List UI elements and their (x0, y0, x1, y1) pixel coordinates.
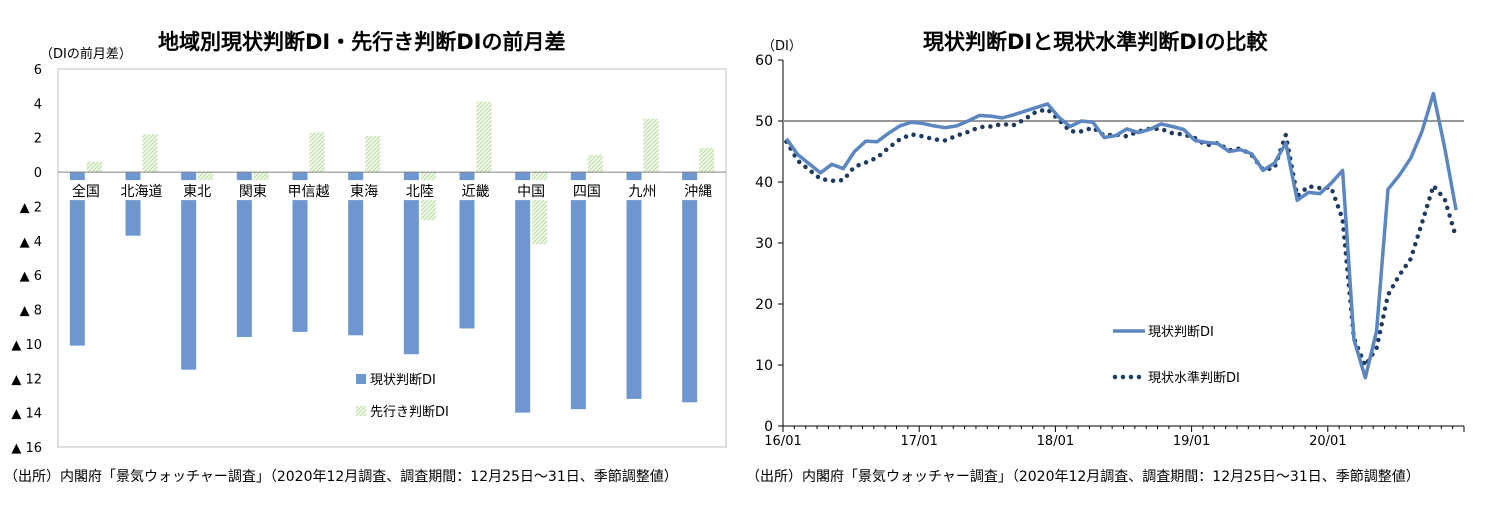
right-chart-canvas: 0 10 20 30 40 50 60 16/01 17/01 18/01 19/01 20/01 現状… (755, 53, 1465, 449)
category-label-bg (64, 180, 107, 201)
left-chart-canvas: 6 4 2 0 ▲ 2 ▲ 4 ▲ 6 ▲ 8 ▲ 10 ▲ 12 ▲ 14 ▲ 16 全国 北海道 東北 関… (11, 63, 727, 456)
bar-current-10 (570, 172, 586, 410)
y-tick-label: 20 (755, 297, 773, 313)
category-label: 全国 (72, 183, 100, 200)
category-label: 北海道 (121, 184, 163, 200)
y-tick-label: ▲ 4 (20, 235, 42, 250)
category-label: 近畿 (462, 184, 490, 200)
y-tick-label: ▲ 6 (20, 269, 42, 284)
y-tick-label: 40 (755, 175, 773, 191)
plot-area-border (57, 68, 727, 448)
x-tick-label: 19/01 (1173, 434, 1210, 449)
legend-swatch-outlook (356, 406, 366, 416)
legend-swatch-current (356, 374, 366, 384)
category-label-bg (677, 180, 720, 201)
category-label: 四国 (573, 184, 601, 200)
bar-current-12 (682, 172, 698, 403)
y-tick-label: ▲ 2 (20, 200, 42, 215)
bar-current-4 (236, 172, 252, 338)
bar-outlook-1 (86, 161, 102, 173)
bar-current-8 (459, 172, 475, 329)
y-tick-label: 30 (755, 236, 773, 252)
bar-outlook-12 (699, 148, 715, 173)
y-tick-label: 10 (755, 358, 773, 374)
category-label-bg (510, 180, 553, 201)
y-tick-label: ▲ 16 (11, 441, 42, 456)
category-label-bg (231, 180, 274, 201)
left-chart-source: （出所）内閣府「景気ウォッチャー調査」（2020年12月調査、調査期間：12月2… (4, 469, 678, 485)
left-chart-title: 地域別現状判断DI・先行き判断DIの前月差 (158, 30, 566, 54)
bar-outlook-10 (587, 154, 603, 173)
bar-outlook-11 (643, 118, 659, 173)
right-chart-panel: 現状判断DIと現状水準判断DIの比較 （DI） 0 10 20 30 40 50 60 16/… (740, 0, 1487, 517)
category-label: 関東 (239, 184, 267, 200)
bar-current-1 (69, 172, 85, 346)
y-tick-label: 0 (764, 419, 773, 435)
series-line-level (784, 106, 1459, 371)
y-tick-label: 4 (34, 97, 42, 112)
series-line-current (784, 91, 1458, 380)
bar-outlook-5 (309, 132, 325, 173)
y-tick-label: 50 (755, 114, 773, 130)
category-label: 東北 (183, 184, 211, 200)
legend-label-outlook: 先行き判断DI (370, 405, 449, 420)
left-chart-unit-label: （DIの前月差） (40, 47, 132, 62)
category-label: 東海 (350, 184, 378, 200)
category-label-bg (621, 180, 664, 201)
category-label: 九州 (629, 184, 657, 200)
legend-label-level: 現状水準判断DI (1148, 370, 1240, 386)
x-tick-label: 17/01 (900, 434, 937, 449)
category-label-bg (287, 180, 330, 201)
category-label: 甲信越 (288, 184, 330, 200)
bar-outlook-2 (142, 134, 158, 173)
right-chart-unit-label: （DI） (762, 39, 802, 54)
category-label-bg (398, 180, 441, 201)
category-label: 北陸 (406, 184, 434, 200)
bar-current-9 (515, 172, 531, 413)
bar-outlook-8 (476, 101, 492, 173)
category-label-bg (120, 180, 163, 201)
y-tick-label: 6 (34, 63, 42, 78)
right-chart-title: 現状判断DIと現状水準判断DIの比較 (923, 30, 1268, 54)
x-tick-label: 18/01 (1037, 434, 1074, 449)
y-tick-label: ▲ 14 (11, 407, 42, 422)
legend-label-current: 現状判断DI (1148, 325, 1214, 340)
x-tick-label: 20/01 (1309, 434, 1346, 449)
bar-current-7 (403, 172, 419, 355)
y-tick-label: ▲ 10 (11, 338, 42, 353)
y-tick-label: ▲ 8 (20, 304, 42, 319)
category-label: 沖縄 (684, 184, 712, 200)
category-label-bg (343, 180, 386, 201)
bar-current-6 (348, 172, 364, 336)
left-chart-panel: 地域別現状判断DI・先行き判断DIの前月差 （DIの前月差） 6 4 2 0 ▲ 2 ▲ … (0, 0, 740, 517)
y-tick-label: 0 (34, 166, 42, 181)
y-tick-label: 2 (34, 132, 42, 147)
right-chart-source: （出所）内閣府「景気ウォッチャー調査」（2020年12月調査、調査期間：12月2… (746, 469, 1420, 485)
category-label-bg (565, 180, 608, 201)
y-tick-label: 60 (755, 53, 773, 69)
legend-label-current: 現状判断DI (370, 373, 436, 388)
category-label-bg (454, 180, 497, 201)
bar-current-11 (626, 172, 642, 399)
bar-outlook-6 (365, 136, 381, 173)
y-tick-label: ▲ 12 (11, 372, 42, 387)
category-label-bg (176, 180, 219, 201)
category-label: 中国 (517, 184, 545, 200)
bar-current-3 (181, 172, 197, 370)
x-tick-label: 16/01 (764, 434, 801, 449)
bar-current-5 (292, 172, 308, 332)
